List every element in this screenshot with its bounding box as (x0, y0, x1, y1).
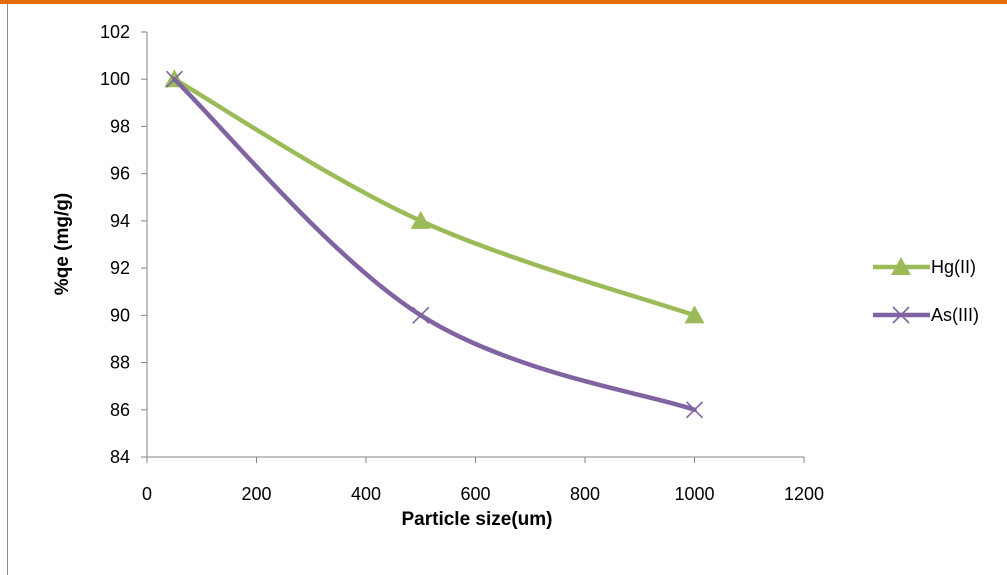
series-layer (164, 69, 705, 419)
x-tick-label: 800 (570, 484, 600, 504)
data-point-hg-ii (684, 305, 705, 324)
y-tick-label: 84 (110, 447, 130, 467)
series-line-hg-ii (172, 76, 697, 318)
y-tick-label: 90 (110, 305, 130, 325)
x-tick-label: 600 (460, 484, 490, 504)
x-tick-label: 1200 (784, 484, 824, 504)
y-tick-label: 88 (110, 353, 130, 373)
legend-marker-hg-ii (891, 257, 911, 275)
legend-label: As(III) (931, 305, 979, 325)
y-axis-title: %qe (mg/g) (52, 193, 73, 295)
y-tick-label: 102 (100, 22, 130, 42)
legend-item-hg-ii: Hg(II) (873, 257, 976, 277)
x-tick-label: 400 (351, 484, 381, 504)
data-point-as-iii (685, 401, 704, 419)
x-tick-label: 0 (142, 484, 152, 504)
x-tick-group: 0 200 400 600 800 1000 1200 (142, 457, 824, 504)
y-tick-label: 98 (110, 116, 130, 136)
x-axis-title: Particle size(um) (402, 509, 553, 530)
series-hg-ii (164, 69, 705, 324)
x-tick-label: 1000 (674, 484, 714, 504)
y-tick-label: 96 (110, 164, 130, 184)
y-tick-label: 94 (110, 211, 130, 231)
x-tick-label: 200 (241, 484, 271, 504)
top-accent-bar (0, 0, 1007, 4)
legend-label: Hg(II) (931, 257, 976, 277)
y-tick-label: 86 (110, 400, 130, 420)
left-border-line (7, 4, 8, 575)
y-tick-group: 84 86 88 90 92 94 96 98 100 102 (100, 22, 147, 467)
data-point-as-iii (412, 306, 430, 324)
data-point-hg-ii (410, 210, 431, 229)
legend: Hg(II) As(III) (873, 257, 979, 325)
legend-marker-as-iii (892, 306, 910, 324)
legend-item-as-iii: As(III) (873, 305, 979, 325)
data-point-as-iii (165, 70, 183, 88)
y-tick-label: 100 (100, 69, 130, 89)
y-tick-label: 92 (110, 258, 130, 278)
series-as-iii (165, 70, 704, 419)
